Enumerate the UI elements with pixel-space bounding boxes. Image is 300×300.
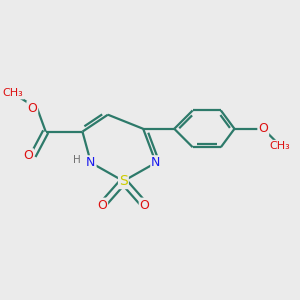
Text: CH₃: CH₃ [270,141,291,151]
Text: N: N [151,156,160,169]
Text: N: N [86,156,96,169]
Text: O: O [140,199,149,212]
Text: O: O [27,102,37,115]
Text: CH₃: CH₃ [3,88,24,98]
Text: O: O [258,122,268,135]
Text: S: S [119,174,128,188]
Text: O: O [97,199,107,212]
Text: H: H [74,155,81,166]
Text: O: O [23,149,33,162]
